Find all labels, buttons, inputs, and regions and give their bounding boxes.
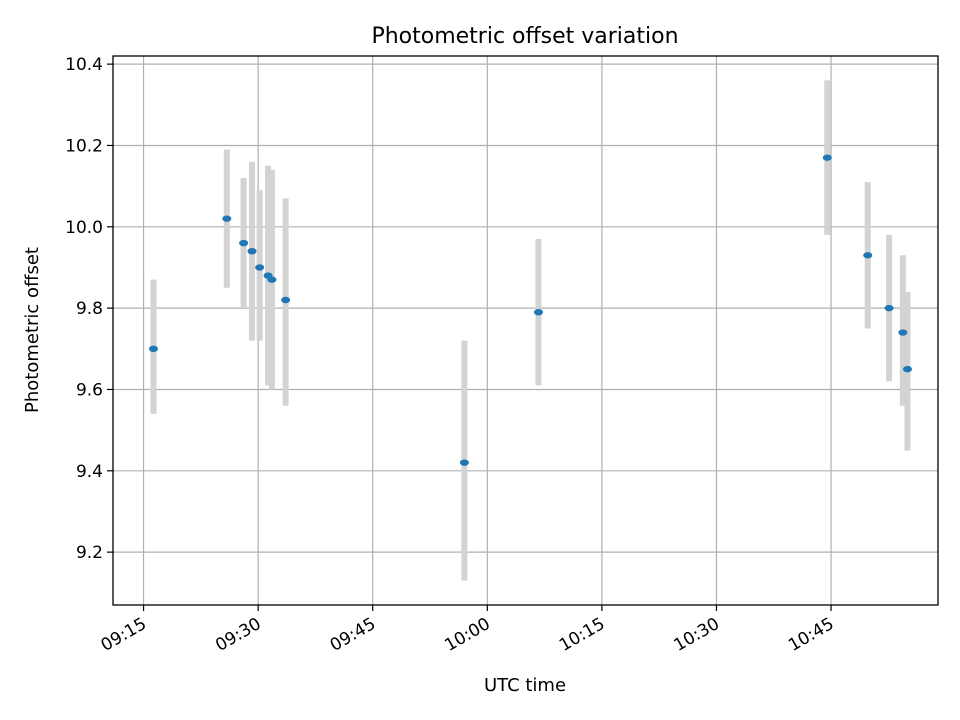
x-tick-label: 10:15 xyxy=(556,614,608,656)
chart-title: Photometric offset variation xyxy=(371,24,678,49)
data-point xyxy=(898,329,908,336)
data-points xyxy=(148,154,912,466)
y-tick-label: 10.2 xyxy=(65,136,103,156)
x-axis-label: UTC time xyxy=(484,675,566,696)
x-tick-label: 10:45 xyxy=(785,614,837,656)
y-tick-label: 9.4 xyxy=(76,462,103,482)
data-point xyxy=(884,304,894,312)
data-point xyxy=(239,239,249,247)
x-tick-label: 10:30 xyxy=(671,614,723,656)
x-tick-label: 10:00 xyxy=(441,614,493,656)
grid xyxy=(113,56,938,605)
data-point xyxy=(267,276,277,283)
y-tick-label: 10.0 xyxy=(65,218,103,238)
y-tick-label: 9.2 xyxy=(76,543,103,563)
data-point xyxy=(459,459,469,466)
data-point xyxy=(822,154,832,161)
y-axis-label: Photometric offset xyxy=(22,247,43,413)
y-tick-label: 9.6 xyxy=(76,380,103,400)
error-bars xyxy=(150,80,911,581)
data-point xyxy=(222,215,232,222)
plot-frame xyxy=(112,55,939,606)
x-axis: 09:15 09:30 09:45 10:00 10:15 10:30 10:45 xyxy=(98,605,838,656)
data-point xyxy=(863,252,873,259)
data-point xyxy=(247,248,257,255)
x-tick-label: 09:30 xyxy=(212,614,264,656)
y-tick-label: 9.8 xyxy=(76,299,103,319)
y-tick-label: 10.4 xyxy=(65,55,103,75)
x-tick-label: 09:15 xyxy=(98,614,150,656)
data-point xyxy=(902,365,912,373)
data-point xyxy=(255,264,265,271)
y-axis: 9.2 9.4 9.6 9.8 10.0 10.2 10.4 xyxy=(65,55,113,563)
data-point xyxy=(533,309,543,316)
data-point xyxy=(281,296,291,304)
x-tick-label: 09:45 xyxy=(327,614,379,656)
data-point xyxy=(148,345,158,352)
